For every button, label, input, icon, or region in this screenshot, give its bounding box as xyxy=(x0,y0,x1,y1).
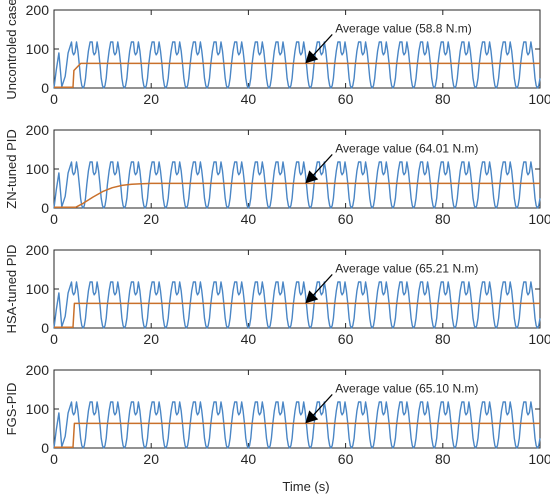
x-tick-label: 100 xyxy=(528,91,550,107)
x-tick-label: 80 xyxy=(435,451,451,467)
average-torque-line xyxy=(54,182,540,208)
x-tick-label: 100 xyxy=(528,451,550,467)
annotation-arrow-shaft xyxy=(310,34,333,58)
subplot-1: 0 100 200 0 20 40 60 80 100 Uncontroled case Avera… xyxy=(4,0,550,107)
y-tick-label: 0 xyxy=(41,320,49,336)
y-tick-label: 200 xyxy=(26,362,50,378)
x-tick-label: 80 xyxy=(435,211,451,227)
y-tick-label: 0 xyxy=(41,200,49,216)
x-tick-label: 20 xyxy=(143,451,159,467)
y-tick-label: 100 xyxy=(26,41,50,57)
average-value-annotation: Average value (65.21 N.m) xyxy=(335,261,478,275)
x-tick-label: 20 xyxy=(143,91,159,107)
x-tick-label: 20 xyxy=(143,331,159,347)
annotation-arrowhead xyxy=(305,290,319,304)
subplot-4: 0 100 200 0 20 40 60 80 100 FGS-PID Average value … xyxy=(4,362,550,467)
subplot-2: 0 100 200 0 20 40 60 80 100 ZN-tuned PID Average v… xyxy=(4,122,550,227)
x-tick-label: 60 xyxy=(338,211,354,227)
x-tick-label: 0 xyxy=(50,331,58,347)
average-torque-line xyxy=(54,62,540,88)
x-tick-label: 80 xyxy=(435,331,451,347)
annotation-arrow-shaft xyxy=(310,154,333,178)
average-torque-line xyxy=(54,422,540,448)
y-axis-label: FGS-PID xyxy=(4,383,19,436)
y-axis-label: Uncontroled case xyxy=(4,0,19,100)
y-tick-label: 0 xyxy=(41,440,49,456)
x-tick-label: 40 xyxy=(241,331,257,347)
y-axis-label: HSA-tuned PID xyxy=(4,245,19,334)
x-tick-label: 40 xyxy=(241,451,257,467)
average-value-annotation: Average value (64.01 N.m) xyxy=(335,141,478,155)
x-tick-label: 20 xyxy=(143,211,159,227)
y-tick-label: 200 xyxy=(26,242,50,258)
annotation-arrow-shaft xyxy=(310,274,333,298)
y-tick-label: 0 xyxy=(41,80,49,96)
average-value-annotation: Average value (58.8 N.m) xyxy=(335,21,472,35)
x-tick-label: 40 xyxy=(241,211,257,227)
y-tick-label: 200 xyxy=(26,2,50,18)
x-axis-label: Time (s) xyxy=(282,479,329,494)
torque-series-line xyxy=(53,281,541,329)
x-tick-label: 100 xyxy=(528,331,550,347)
x-tick-label: 100 xyxy=(528,211,550,227)
x-tick-label: 40 xyxy=(241,91,257,107)
annotation-arrowhead xyxy=(305,410,319,424)
x-tick-label: 60 xyxy=(338,451,354,467)
annotation-arrow-shaft xyxy=(310,394,333,418)
x-tick-label: 0 xyxy=(50,211,58,227)
y-tick-label: 100 xyxy=(26,281,50,297)
annotation-arrowhead xyxy=(305,50,319,64)
subplot-3: 0 100 200 0 20 40 60 80 100 HSA-tuned PID Average … xyxy=(4,242,550,347)
x-tick-label: 80 xyxy=(435,91,451,107)
average-torque-line xyxy=(54,302,540,328)
x-tick-label: 0 xyxy=(50,91,58,107)
average-value-annotation: Average value (65.10 N.m) xyxy=(335,381,478,395)
y-axis-label: ZN-tuned PID xyxy=(4,129,19,208)
x-tick-label: 60 xyxy=(338,91,354,107)
y-tick-label: 100 xyxy=(26,161,50,177)
torque-series-line xyxy=(53,401,541,449)
torque-series-line xyxy=(53,41,541,89)
x-tick-label: 60 xyxy=(338,331,354,347)
annotation-arrowhead xyxy=(305,170,319,184)
y-tick-label: 200 xyxy=(26,122,50,138)
torque-series-line xyxy=(53,161,541,209)
y-tick-label: 100 xyxy=(26,401,50,417)
x-tick-label: 0 xyxy=(50,451,58,467)
